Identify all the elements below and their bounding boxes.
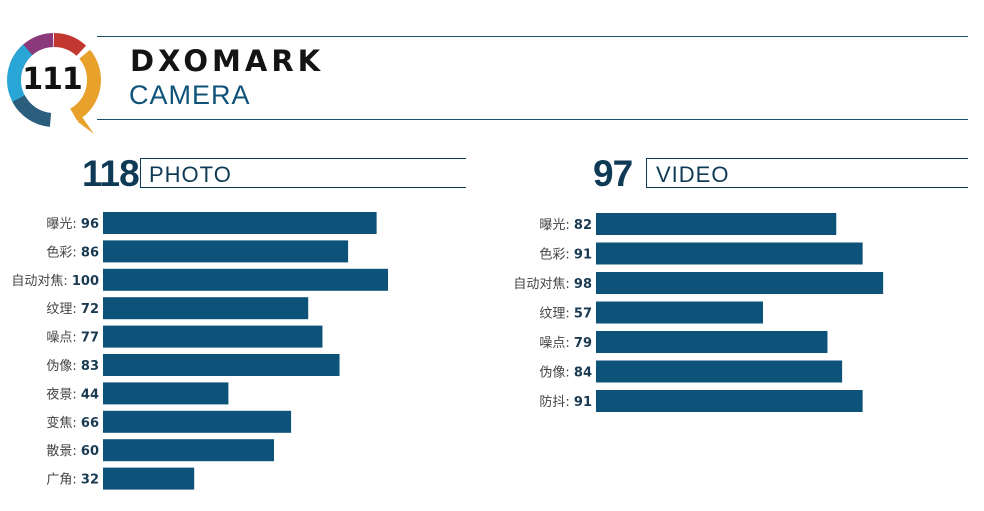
category-name: 纹理:	[46, 302, 81, 317]
bar-6	[103, 354, 340, 376]
category-label-4: 纹理: 57	[539, 307, 592, 322]
category-value: 96	[81, 217, 99, 232]
category-value: 79	[574, 336, 592, 351]
category-name: 散景:	[46, 444, 81, 459]
category-label-2: 色彩: 91	[539, 247, 592, 263]
category-name: 曝光:	[539, 218, 574, 233]
brand-logo: DXOMARK	[130, 44, 325, 78]
score-ring-icon	[6, 33, 101, 134]
category-name: 色彩:	[46, 244, 81, 260]
category-label-2: 色彩: 86	[46, 244, 99, 260]
photo-score: 118	[82, 153, 140, 194]
category-label-5: 噪点: 79	[539, 336, 592, 351]
category-name: 噪点:	[46, 331, 81, 346]
video-label: VIDEO	[656, 162, 730, 187]
category-label-1: 曝光: 82	[539, 218, 592, 233]
category-name: 纹理:	[539, 307, 574, 322]
photo-heading-divider	[140, 158, 141, 188]
category-value: 44	[81, 387, 99, 402]
category-value: 32	[81, 473, 99, 488]
category-value: 83	[81, 359, 99, 374]
brand-subtitle: CAMERA	[129, 80, 251, 110]
bar-7	[103, 382, 229, 405]
category-value: 66	[81, 416, 99, 431]
bar-1	[596, 213, 837, 235]
header-bottom-rule	[97, 119, 968, 120]
category-value: 82	[574, 218, 592, 233]
bar-9	[103, 439, 274, 462]
bar-2	[103, 240, 349, 263]
video-score: 97	[593, 153, 633, 194]
bar-1	[103, 212, 377, 234]
video-heading-rule-bottom	[646, 187, 968, 188]
category-name: 伪像:	[539, 366, 574, 381]
category-label-6: 伪像: 84	[539, 366, 592, 381]
overall-score: 111	[22, 61, 83, 97]
photo-label: PHOTO	[149, 162, 232, 187]
category-value: 91	[574, 395, 592, 410]
category-label-10: 广角: 32	[46, 473, 99, 488]
bar-10	[103, 467, 195, 490]
category-value: 86	[81, 245, 99, 260]
bar-8	[103, 410, 292, 433]
category-value: 57	[574, 307, 592, 322]
category-label-8: 变焦: 66	[46, 415, 99, 431]
bar-4	[103, 297, 309, 320]
category-value: 91	[574, 248, 592, 263]
category-label-3: 自动对焦: 98	[513, 277, 592, 292]
category-name: 伪像:	[46, 359, 81, 374]
photo-heading-rule-bottom	[140, 187, 466, 188]
category-value: 84	[574, 366, 592, 381]
video-heading-rule-top	[646, 158, 968, 159]
category-name: 自动对焦:	[513, 277, 574, 292]
video-heading-divider	[646, 158, 647, 188]
category-name: 色彩:	[539, 247, 574, 263]
bar-6	[596, 360, 843, 383]
category-name: 防抖:	[539, 394, 574, 410]
header-top-rule	[97, 36, 968, 37]
category-name: 夜景:	[46, 387, 81, 402]
category-name: 变焦:	[46, 415, 81, 431]
category-name: 曝光:	[46, 217, 81, 232]
category-name: 噪点:	[539, 336, 574, 351]
category-value: 100	[72, 274, 99, 289]
category-label-5: 噪点: 77	[46, 331, 99, 346]
overall-score-badge: 111	[0, 22, 112, 134]
category-label-6: 伪像: 83	[46, 359, 99, 374]
bar-3	[596, 272, 884, 294]
bar-3	[103, 268, 388, 291]
category-value: 60	[81, 444, 99, 459]
category-label-3: 自动对焦: 100	[11, 274, 99, 289]
bar-5	[103, 325, 323, 348]
category-name: 自动对焦:	[11, 274, 72, 289]
category-label-7: 夜景: 44	[46, 387, 99, 402]
category-label-7: 防抖: 91	[539, 394, 592, 410]
bar-2	[596, 242, 863, 265]
category-value: 72	[81, 302, 99, 317]
photo-heading-rule-top	[140, 158, 466, 159]
category-value: 98	[574, 277, 592, 292]
bar-5	[596, 331, 828, 353]
category-label-9: 散景: 60	[46, 444, 99, 459]
category-label-4: 纹理: 72	[46, 302, 99, 317]
bar-4	[596, 301, 764, 324]
category-name: 广角:	[46, 473, 81, 488]
category-value: 77	[81, 331, 99, 346]
bar-7	[596, 390, 863, 412]
category-label-1: 曝光: 96	[46, 217, 99, 232]
